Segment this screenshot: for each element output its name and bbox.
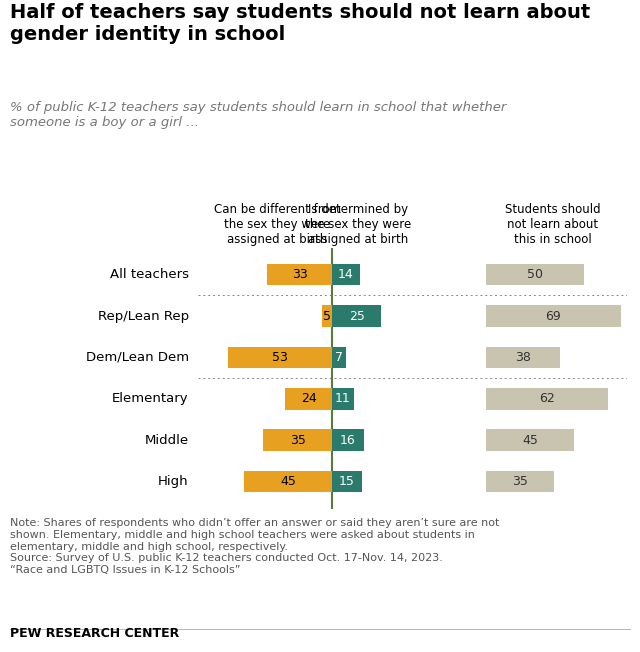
Text: 45: 45 — [522, 434, 538, 447]
Text: 16: 16 — [340, 434, 356, 447]
Bar — [332, 430, 364, 451]
Bar — [486, 471, 554, 492]
Bar — [332, 305, 381, 327]
Text: Middle: Middle — [145, 434, 189, 447]
Bar — [285, 388, 332, 409]
Text: 5: 5 — [323, 310, 332, 323]
Bar — [486, 388, 607, 409]
Text: 38: 38 — [515, 351, 531, 364]
Text: 35: 35 — [512, 475, 528, 488]
Text: Is determined by
the sex they were
assigned at birth: Is determined by the sex they were assig… — [305, 203, 411, 246]
Text: Students should
not learn about
this in school: Students should not learn about this in … — [505, 203, 600, 246]
Bar — [332, 388, 354, 409]
Text: 11: 11 — [335, 393, 351, 406]
Text: 53: 53 — [272, 351, 288, 364]
Text: All teachers: All teachers — [110, 268, 189, 281]
Bar — [228, 347, 332, 368]
Bar — [486, 264, 584, 286]
Text: Elementary: Elementary — [112, 393, 189, 406]
Text: Note: Shares of respondents who didn’t offer an answer or said they aren’t sure : Note: Shares of respondents who didn’t o… — [10, 518, 499, 575]
Text: 62: 62 — [539, 393, 554, 406]
Text: Rep/Lean Rep: Rep/Lean Rep — [98, 310, 189, 323]
Bar — [486, 430, 574, 451]
Text: 7: 7 — [335, 351, 343, 364]
Text: 24: 24 — [301, 393, 316, 406]
Text: Can be different from
the sex they were
assigned at birth: Can be different from the sex they were … — [214, 203, 340, 246]
Bar — [263, 430, 332, 451]
Text: 69: 69 — [545, 310, 561, 323]
Text: 15: 15 — [339, 475, 355, 488]
Text: 14: 14 — [338, 268, 354, 281]
Bar — [332, 347, 346, 368]
Text: PEW RESEARCH CENTER: PEW RESEARCH CENTER — [10, 627, 179, 640]
Bar — [268, 264, 332, 286]
Text: 25: 25 — [349, 310, 365, 323]
Text: % of public K-12 teachers say students should learn in school that whether
someo: % of public K-12 teachers say students s… — [10, 101, 506, 129]
Text: High: High — [158, 475, 189, 488]
Text: Dem/Lean Dem: Dem/Lean Dem — [86, 351, 189, 364]
Text: 50: 50 — [527, 268, 543, 281]
Text: 45: 45 — [280, 475, 296, 488]
Bar — [332, 471, 362, 492]
Bar — [332, 264, 360, 286]
Text: 35: 35 — [290, 434, 306, 447]
Bar — [486, 347, 561, 368]
Bar — [486, 305, 621, 327]
Bar — [323, 305, 332, 327]
Text: Half of teachers say students should not learn about
gender identity in school: Half of teachers say students should not… — [10, 3, 590, 44]
Text: 33: 33 — [292, 268, 308, 281]
Bar — [244, 471, 332, 492]
